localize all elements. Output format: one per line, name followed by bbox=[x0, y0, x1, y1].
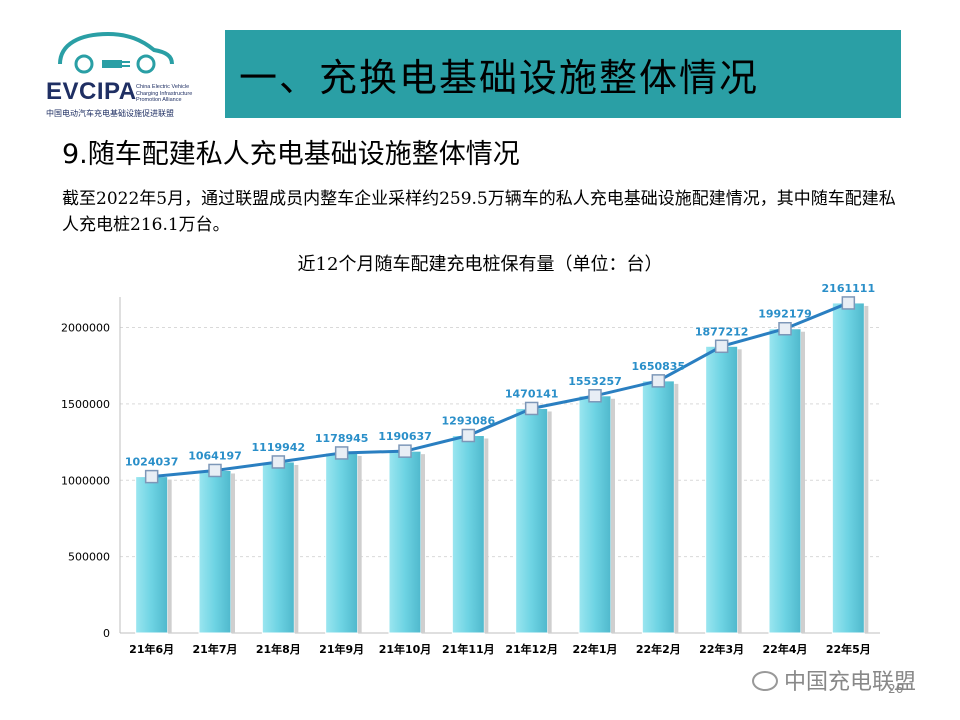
line-marker bbox=[651, 374, 666, 388]
bar bbox=[831, 302, 865, 634]
data-label: 1190637 bbox=[378, 430, 432, 443]
evcipa-logo: EVCIPA China Electric Vehicle Charging I… bbox=[40, 26, 200, 122]
y-tick-label: 1000000 bbox=[61, 474, 110, 487]
bar-shadow bbox=[421, 454, 425, 633]
bar bbox=[198, 469, 232, 634]
line-marker bbox=[524, 401, 539, 416]
bar-shadow bbox=[167, 479, 172, 633]
watermark-text: 中国充电联盟 bbox=[784, 670, 917, 695]
chart-title: 近12个月随车配建充电桩保有量（单位：台） bbox=[297, 254, 663, 275]
x-tick-label: 22年1月 bbox=[573, 642, 618, 656]
bar bbox=[705, 345, 739, 634]
y-tick-label: 2000000 bbox=[61, 322, 110, 335]
line-marker bbox=[208, 463, 222, 478]
data-label: 1877212 bbox=[695, 325, 749, 338]
x-tick-label: 21年12月 bbox=[505, 642, 558, 656]
page-number: 26 bbox=[888, 682, 904, 696]
x-tick-label: 22年3月 bbox=[699, 642, 744, 656]
y-tick-label: 500000 bbox=[68, 551, 110, 564]
title-banner: 一、充换电基础设施整体情况 bbox=[225, 30, 901, 118]
line-marker bbox=[841, 296, 856, 310]
bar bbox=[578, 395, 612, 634]
x-tick-label: 22年5月 bbox=[826, 642, 871, 656]
car-plug-icon bbox=[58, 31, 174, 74]
data-label: 1293086 bbox=[442, 415, 496, 428]
wechat-icon bbox=[752, 671, 778, 691]
x-tick-label: 21年6月 bbox=[129, 642, 174, 656]
line-marker bbox=[398, 444, 412, 458]
x-tick-label: 21年9月 bbox=[319, 642, 364, 656]
bar bbox=[451, 435, 485, 634]
line-marker bbox=[461, 428, 476, 443]
line-marker bbox=[778, 321, 792, 336]
logo-subtitle: China Electric Vehicle Charging Infrastr… bbox=[136, 84, 193, 103]
section-title: 9.随车配建私人充电基础设施整体情况 bbox=[62, 139, 520, 170]
bar-shadow bbox=[801, 331, 805, 633]
data-label: 1064197 bbox=[188, 449, 242, 462]
data-label: 1553257 bbox=[568, 375, 622, 388]
data-label: 1119942 bbox=[252, 441, 306, 454]
bar bbox=[768, 328, 802, 634]
bar bbox=[261, 461, 295, 634]
y-tick-label: 0 bbox=[103, 627, 110, 640]
line-marker bbox=[144, 469, 159, 484]
page-title: 一、充换电基础设施整体情况 bbox=[239, 56, 760, 100]
bar bbox=[641, 380, 675, 634]
line-marker bbox=[334, 446, 349, 460]
x-tick-label: 21年8月 bbox=[256, 642, 301, 656]
y-tick-label: 1500000 bbox=[61, 398, 110, 411]
data-label: 1024037 bbox=[125, 456, 179, 469]
bar-shadow bbox=[674, 383, 679, 633]
bar-shadow bbox=[231, 473, 235, 633]
line-marker bbox=[714, 339, 729, 354]
line-marker bbox=[271, 455, 286, 469]
bar-shadow bbox=[357, 455, 362, 633]
bar bbox=[388, 450, 422, 634]
bar-shadow bbox=[484, 438, 489, 633]
x-tick-label: 21年7月 bbox=[193, 642, 238, 656]
data-label: 1992179 bbox=[758, 308, 812, 321]
line-marker bbox=[588, 389, 602, 403]
bar-shadow bbox=[611, 398, 615, 633]
bar-shadow bbox=[547, 411, 552, 633]
bar-shadow bbox=[864, 305, 869, 633]
series-line bbox=[151, 301, 849, 479]
bar bbox=[515, 407, 549, 634]
logo-cn-name: 中国电动汽车充电基础设施促进联盟 bbox=[46, 109, 174, 118]
watermark: 中国充电联盟 bbox=[752, 664, 916, 696]
x-tick-label: 22年4月 bbox=[763, 642, 808, 656]
data-label: 1178945 bbox=[315, 432, 369, 445]
bar-shadow bbox=[294, 464, 299, 633]
x-tick-label: 21年10月 bbox=[379, 642, 432, 656]
bar bbox=[325, 452, 359, 634]
data-label: 2161111 bbox=[822, 282, 876, 295]
x-tick-label: 22年2月 bbox=[636, 642, 681, 656]
bar-shadow bbox=[737, 349, 742, 633]
data-label: 1470141 bbox=[505, 387, 559, 400]
summary-paragraph: 截至2022年5月，通过联盟成员内整车企业采样约259.5万辆车的私人充电基础设… bbox=[62, 189, 896, 235]
logo-wordmark: EVCIPA bbox=[46, 78, 137, 105]
bar bbox=[135, 476, 169, 634]
data-label: 1650835 bbox=[632, 360, 686, 373]
x-tick-label: 21年11月 bbox=[442, 642, 495, 656]
